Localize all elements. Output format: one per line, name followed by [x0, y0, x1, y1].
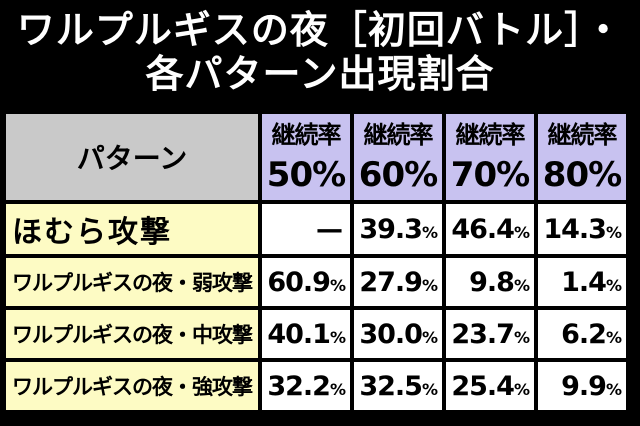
value-number: 46.4 [451, 213, 515, 245]
value-cell: 40.1% [262, 310, 350, 358]
rate-header-label: 継続率 [455, 121, 526, 149]
value-unit: % [329, 275, 346, 295]
table-row: ワルプルギスの夜・強攻撃 32.2% 32.5% 25.4% 9.9% [6, 362, 626, 410]
value-unit: % [421, 275, 438, 295]
rate-header-value: 70% [450, 155, 530, 195]
page-title: ワルプルギスの夜［初回バトル］・ 各パターン出現割合 [0, 0, 640, 108]
table-row: ワルプルギスの夜・弱攻撃 60.9% 27.9% 9.8% 1.4% [6, 258, 626, 306]
table-header-row: パターン 継続率 50% 継続率 60% 継続率 70% 継続率 80% [6, 114, 626, 200]
value-number: 14.3 [543, 213, 607, 245]
value-number: 32.2 [267, 370, 331, 402]
value-number: 60.9 [267, 266, 331, 298]
row-label: ワルプルギスの夜・弱攻撃 [6, 258, 258, 306]
rate-table: パターン 継続率 50% 継続率 60% 継続率 70% 継続率 80% ほむら… [2, 110, 630, 414]
value-cell: — [262, 204, 350, 254]
rate-header-80: 継続率 80% [538, 114, 626, 200]
value-unit: % [421, 222, 438, 242]
row-label: ワルプルギスの夜・強攻撃 [6, 362, 258, 410]
rate-header-value: 60% [358, 155, 438, 195]
value-number: 1.4 [561, 266, 607, 298]
value-unit: % [421, 379, 438, 399]
value-unit: % [605, 222, 622, 242]
value-unit: % [329, 379, 346, 399]
table-row: ほむら攻撃 — 39.3% 46.4% 14.3% [6, 204, 626, 254]
pattern-column-header: パターン [6, 114, 258, 200]
value-number: 39.3 [359, 213, 423, 245]
value-cell: 46.4% [446, 204, 534, 254]
value-number: 27.9 [359, 266, 423, 298]
value-unit: % [421, 327, 438, 347]
value-unit: % [513, 327, 530, 347]
value-number: 40.1 [267, 318, 331, 350]
value-unit: % [605, 275, 622, 295]
value-number: 25.4 [451, 370, 515, 402]
value-cell: 27.9% [354, 258, 442, 306]
rate-header-value: 80% [542, 155, 622, 195]
value-number: 30.0 [359, 318, 423, 350]
value-cell: 25.4% [446, 362, 534, 410]
row-label: ほむら攻撃 [6, 204, 258, 254]
value-cell: 32.2% [262, 362, 350, 410]
row-label: ワルプルギスの夜・中攻撃 [6, 310, 258, 358]
rate-header-60: 継続率 60% [354, 114, 442, 200]
value-unit: % [605, 379, 622, 399]
value-cell: 1.4% [538, 258, 626, 306]
rate-header-label: 継続率 [271, 121, 342, 149]
title-line-2: 各パターン出現割合 [145, 52, 495, 96]
value-number: 32.5 [359, 370, 423, 402]
value-cell: 9.9% [538, 362, 626, 410]
value-cell: 23.7% [446, 310, 534, 358]
value-cell: 6.2% [538, 310, 626, 358]
value-cell: 32.5% [354, 362, 442, 410]
rate-header-label: 継続率 [547, 121, 618, 149]
value-unit: % [513, 379, 530, 399]
title-line-1: ワルプルギスの夜［初回バトル］・ [16, 8, 624, 52]
value-number: 9.9 [561, 370, 607, 402]
value-cell: 14.3% [538, 204, 626, 254]
value-cell: 39.3% [354, 204, 442, 254]
rate-header-value: 50% [266, 155, 346, 195]
value-cell: 9.8% [446, 258, 534, 306]
value-cell: 60.9% [262, 258, 350, 306]
value-unit: % [329, 327, 346, 347]
table-row: ワルプルギスの夜・中攻撃 40.1% 30.0% 23.7% 6.2% [6, 310, 626, 358]
value-number: 23.7 [451, 318, 515, 350]
value-unit: % [513, 222, 530, 242]
value-number: — [316, 213, 343, 245]
rate-header-70: 継続率 70% [446, 114, 534, 200]
rate-header-50: 継続率 50% [262, 114, 350, 200]
value-number: 9.8 [469, 266, 515, 298]
value-number: 6.2 [561, 318, 607, 350]
rate-header-label: 継続率 [363, 121, 434, 149]
value-unit: % [513, 275, 530, 295]
value-cell: 30.0% [354, 310, 442, 358]
value-unit: % [605, 327, 622, 347]
